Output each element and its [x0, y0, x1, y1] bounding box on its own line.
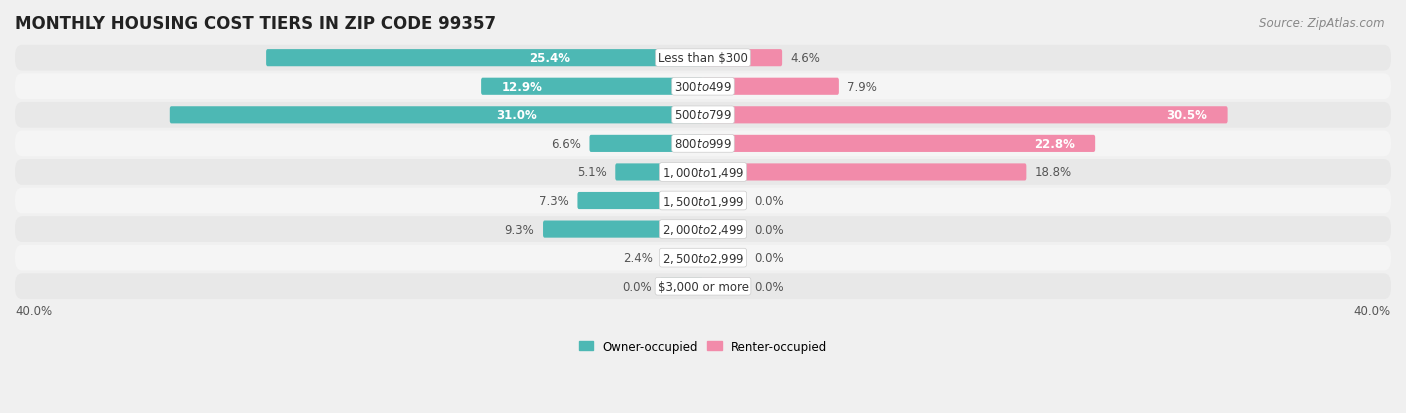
Text: 5.1%: 5.1%	[576, 166, 606, 179]
FancyBboxPatch shape	[15, 46, 1391, 71]
FancyBboxPatch shape	[589, 135, 703, 152]
Text: $2,000 to $2,499: $2,000 to $2,499	[662, 223, 744, 237]
FancyBboxPatch shape	[703, 192, 747, 209]
FancyBboxPatch shape	[15, 217, 1391, 242]
FancyBboxPatch shape	[659, 278, 703, 295]
FancyBboxPatch shape	[703, 135, 1095, 152]
Text: $1,000 to $1,499: $1,000 to $1,499	[662, 166, 744, 180]
Text: $2,500 to $2,999: $2,500 to $2,999	[662, 251, 744, 265]
Text: 7.9%: 7.9%	[848, 81, 877, 93]
FancyBboxPatch shape	[703, 107, 1227, 124]
FancyBboxPatch shape	[15, 103, 1391, 128]
Text: 18.8%: 18.8%	[1035, 166, 1073, 179]
Text: Source: ZipAtlas.com: Source: ZipAtlas.com	[1260, 17, 1385, 29]
Text: 4.6%: 4.6%	[790, 52, 821, 65]
FancyBboxPatch shape	[616, 164, 703, 181]
FancyBboxPatch shape	[15, 188, 1391, 214]
Text: 0.0%: 0.0%	[755, 223, 785, 236]
Text: 12.9%: 12.9%	[502, 81, 543, 93]
Text: 22.8%: 22.8%	[1033, 138, 1074, 150]
Text: 0.0%: 0.0%	[621, 280, 651, 293]
FancyBboxPatch shape	[543, 221, 703, 238]
Text: 40.0%: 40.0%	[15, 304, 52, 317]
Text: 0.0%: 0.0%	[755, 280, 785, 293]
FancyBboxPatch shape	[15, 131, 1391, 157]
Text: 30.5%: 30.5%	[1166, 109, 1206, 122]
FancyBboxPatch shape	[662, 249, 703, 266]
FancyBboxPatch shape	[15, 160, 1391, 185]
Text: 31.0%: 31.0%	[496, 109, 537, 122]
Text: $1,500 to $1,999: $1,500 to $1,999	[662, 194, 744, 208]
Text: 25.4%: 25.4%	[530, 52, 571, 65]
Text: $500 to $799: $500 to $799	[673, 109, 733, 122]
Text: $3,000 or more: $3,000 or more	[658, 280, 748, 293]
Text: MONTHLY HOUSING COST TIERS IN ZIP CODE 99357: MONTHLY HOUSING COST TIERS IN ZIP CODE 9…	[15, 15, 496, 33]
FancyBboxPatch shape	[703, 249, 747, 266]
Text: 0.0%: 0.0%	[755, 195, 785, 207]
Legend: Owner-occupied, Renter-occupied: Owner-occupied, Renter-occupied	[574, 335, 832, 358]
Text: 0.0%: 0.0%	[755, 252, 785, 264]
FancyBboxPatch shape	[481, 78, 703, 95]
Text: 40.0%: 40.0%	[1354, 304, 1391, 317]
FancyBboxPatch shape	[703, 278, 747, 295]
FancyBboxPatch shape	[703, 50, 782, 67]
FancyBboxPatch shape	[266, 50, 703, 67]
Text: $800 to $999: $800 to $999	[673, 138, 733, 150]
Text: 2.4%: 2.4%	[623, 252, 654, 264]
FancyBboxPatch shape	[15, 274, 1391, 299]
FancyBboxPatch shape	[15, 245, 1391, 271]
FancyBboxPatch shape	[703, 221, 747, 238]
FancyBboxPatch shape	[170, 107, 703, 124]
Text: 9.3%: 9.3%	[505, 223, 534, 236]
FancyBboxPatch shape	[703, 164, 1026, 181]
FancyBboxPatch shape	[578, 192, 703, 209]
FancyBboxPatch shape	[15, 74, 1391, 100]
Text: $300 to $499: $300 to $499	[673, 81, 733, 93]
Text: 7.3%: 7.3%	[538, 195, 569, 207]
Text: Less than $300: Less than $300	[658, 52, 748, 65]
FancyBboxPatch shape	[703, 78, 839, 95]
Text: 6.6%: 6.6%	[551, 138, 581, 150]
